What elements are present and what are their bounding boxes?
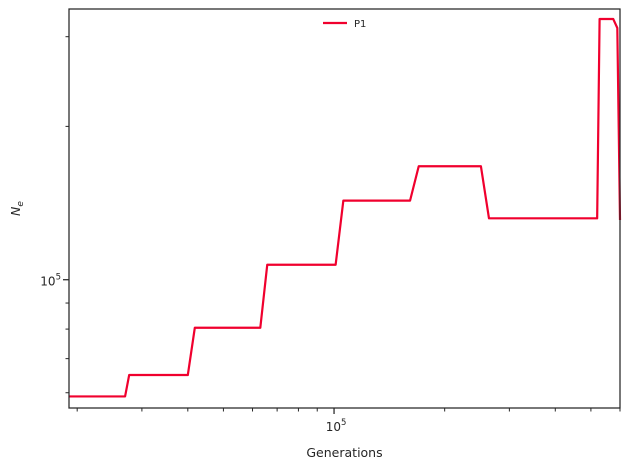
series-line-p1 — [69, 17, 622, 398]
series-layer — [69, 17, 622, 398]
y-tick-label: 105 — [40, 273, 61, 289]
major-ticks — [63, 279, 335, 414]
legend: P1 — [323, 19, 366, 30]
x-axis-label: Generations — [306, 445, 382, 460]
x-tick-exponent: 5 — [341, 418, 346, 428]
plot-frame — [68, 8, 621, 409]
y-axis-label-base: N — [8, 206, 23, 216]
x-tick-base: 10 — [326, 420, 341, 434]
y-tick-base: 10 — [40, 275, 55, 289]
x-tick-label: 105 — [326, 418, 347, 434]
y-axis-label: Ne — [8, 201, 26, 216]
legend-label-p1: P1 — [354, 19, 366, 30]
y-axis-label-subscript: e — [16, 201, 26, 207]
y-tick-exponent: 5 — [56, 273, 61, 283]
